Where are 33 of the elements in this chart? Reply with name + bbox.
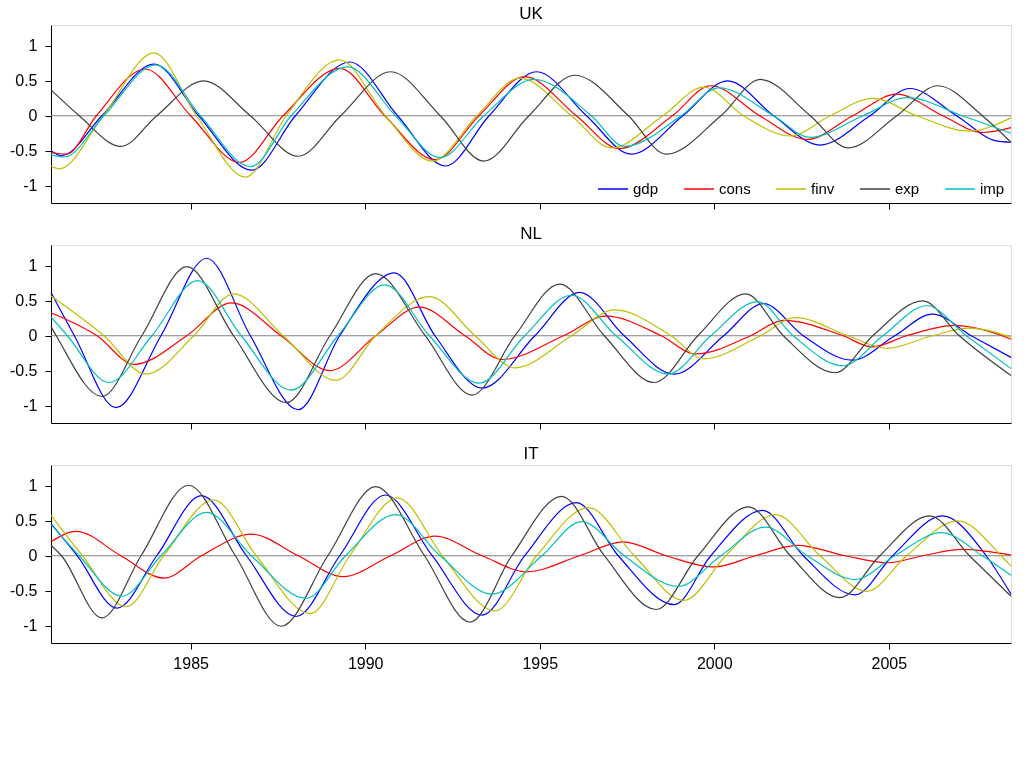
x-tick-label: 1985 (173, 654, 210, 672)
y-tick-label: 0 (28, 107, 38, 125)
legend-label: gdp (633, 180, 659, 197)
y-tick-label: 0.5 (15, 72, 38, 90)
x-tick-label: 2005 (871, 654, 908, 672)
y-tick-label: 1 (28, 257, 38, 275)
line-series (50, 530, 1012, 579)
y-tick-label: 0.5 (15, 292, 38, 310)
x-tick-label: 1995 (522, 654, 559, 672)
y-tick-label: -0.5 (9, 142, 38, 160)
y-tick-label: -1 (23, 397, 38, 415)
line-series (50, 280, 1012, 391)
legend-label: exp (895, 180, 920, 197)
line-series (50, 293, 1012, 382)
y-tick-label: -0.5 (9, 362, 38, 380)
x-tick-label: 2000 (696, 654, 733, 672)
y-tick-label: 1 (28, 477, 38, 495)
chart-title: UK (519, 4, 544, 23)
y-tick-label: -0.5 (9, 582, 38, 600)
y-tick-label: 0.5 (15, 512, 38, 530)
legend-label: finv (811, 180, 835, 197)
y-tick-label: -1 (23, 617, 38, 635)
y-tick-label: 1 (28, 37, 38, 55)
y-tick-label: -1 (23, 177, 38, 195)
chart-title: NL (520, 224, 542, 243)
legend-label: cons (719, 180, 751, 197)
y-tick-label: 0 (28, 547, 38, 565)
x-tick-label: 1990 (347, 654, 384, 672)
chart-title: IT (523, 444, 539, 463)
line-series (50, 511, 1012, 599)
legend-label: imp (980, 180, 1005, 197)
y-tick-label: 0 (28, 327, 38, 345)
line-series (50, 302, 1012, 372)
